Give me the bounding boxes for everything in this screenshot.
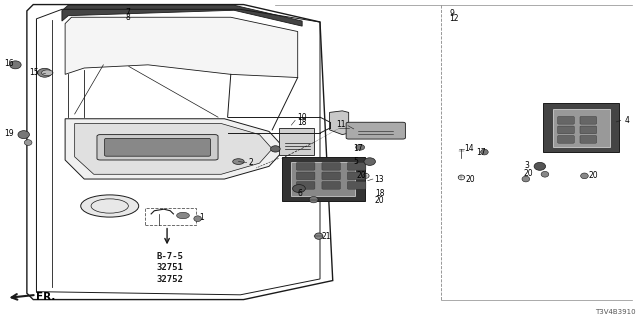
FancyBboxPatch shape <box>97 135 218 160</box>
Ellipse shape <box>522 176 530 182</box>
Polygon shape <box>330 111 349 135</box>
Text: 4: 4 <box>624 116 629 125</box>
Ellipse shape <box>292 185 305 193</box>
Text: 5: 5 <box>354 157 358 166</box>
Text: 16: 16 <box>4 59 13 68</box>
FancyBboxPatch shape <box>278 128 314 155</box>
Circle shape <box>233 159 244 164</box>
Text: 20: 20 <box>465 175 475 185</box>
FancyBboxPatch shape <box>346 122 405 139</box>
Text: 8: 8 <box>125 13 130 22</box>
Circle shape <box>177 212 189 219</box>
Text: 17: 17 <box>353 144 363 153</box>
Ellipse shape <box>81 195 139 217</box>
Polygon shape <box>27 4 333 300</box>
Text: 15: 15 <box>29 68 39 77</box>
FancyBboxPatch shape <box>348 181 366 189</box>
Text: 20: 20 <box>524 169 534 178</box>
Ellipse shape <box>24 140 32 145</box>
FancyBboxPatch shape <box>557 116 574 124</box>
Ellipse shape <box>534 162 545 170</box>
FancyBboxPatch shape <box>322 163 340 170</box>
FancyBboxPatch shape <box>322 172 340 180</box>
FancyBboxPatch shape <box>348 172 366 180</box>
Text: 1: 1 <box>199 212 204 222</box>
Ellipse shape <box>356 144 365 150</box>
Text: B-7-5
32751
32752: B-7-5 32751 32752 <box>157 252 184 284</box>
Ellipse shape <box>580 173 588 179</box>
FancyBboxPatch shape <box>580 126 596 134</box>
FancyBboxPatch shape <box>580 136 596 143</box>
FancyBboxPatch shape <box>557 126 574 134</box>
Ellipse shape <box>309 196 318 203</box>
FancyBboxPatch shape <box>104 139 211 156</box>
Ellipse shape <box>10 61 21 69</box>
Polygon shape <box>65 119 285 179</box>
Ellipse shape <box>481 149 488 155</box>
Text: 20: 20 <box>588 171 598 180</box>
Ellipse shape <box>194 216 202 221</box>
FancyBboxPatch shape <box>543 103 620 152</box>
Text: 11: 11 <box>337 120 346 129</box>
Text: 3: 3 <box>524 161 529 170</box>
Text: 18: 18 <box>297 118 307 127</box>
FancyBboxPatch shape <box>557 136 574 143</box>
FancyBboxPatch shape <box>296 163 315 170</box>
Polygon shape <box>62 5 302 26</box>
FancyBboxPatch shape <box>291 162 355 196</box>
FancyBboxPatch shape <box>322 181 340 189</box>
Text: 2: 2 <box>248 158 253 167</box>
Text: 12: 12 <box>449 14 459 23</box>
Text: 14: 14 <box>465 144 474 153</box>
FancyBboxPatch shape <box>348 163 366 170</box>
Text: 13: 13 <box>374 174 384 184</box>
Text: 7: 7 <box>125 8 130 17</box>
Ellipse shape <box>315 233 323 239</box>
FancyBboxPatch shape <box>296 181 315 189</box>
Text: 19: 19 <box>4 129 13 138</box>
Ellipse shape <box>38 68 52 77</box>
Polygon shape <box>75 124 272 174</box>
Ellipse shape <box>541 172 548 177</box>
FancyBboxPatch shape <box>580 116 596 124</box>
Text: 17: 17 <box>476 148 486 157</box>
Text: 6: 6 <box>297 189 302 198</box>
FancyBboxPatch shape <box>552 109 610 147</box>
Text: 18: 18 <box>375 189 384 198</box>
Text: 20: 20 <box>375 196 385 205</box>
Ellipse shape <box>364 158 376 165</box>
Ellipse shape <box>18 131 29 139</box>
Circle shape <box>42 70 53 76</box>
Polygon shape <box>65 17 298 77</box>
Ellipse shape <box>271 146 280 152</box>
FancyBboxPatch shape <box>282 157 365 201</box>
Text: FR.: FR. <box>36 292 56 302</box>
FancyBboxPatch shape <box>296 172 315 180</box>
Text: 10: 10 <box>297 113 307 122</box>
Text: 9: 9 <box>449 9 454 18</box>
Text: T3V4B3910: T3V4B3910 <box>595 309 636 316</box>
Text: 20: 20 <box>356 172 366 180</box>
Text: 21: 21 <box>321 232 331 241</box>
